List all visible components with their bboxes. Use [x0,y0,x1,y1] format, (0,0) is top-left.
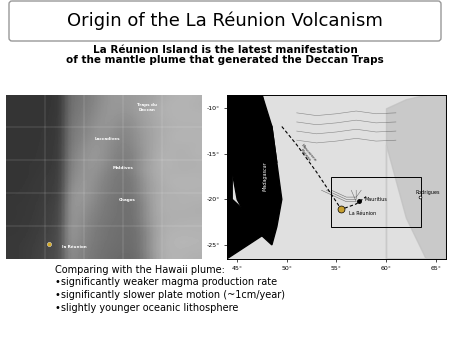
FancyBboxPatch shape [9,1,441,41]
Polygon shape [232,95,282,245]
Text: Origin of the La Réunion Volcanism: Origin of the La Réunion Volcanism [67,12,383,30]
Text: of the mantle plume that generated the Deccan Traps: of the mantle plume that generated the D… [66,55,384,65]
Text: Mascarene
Plateau: Mascarene Plateau [296,143,317,165]
Text: Madagascar: Madagascar [262,162,267,191]
Text: Traps du
Deccan: Traps du Deccan [137,103,157,112]
Text: •slightly younger oceanic lithosphere: •slightly younger oceanic lithosphere [55,303,239,313]
Polygon shape [227,95,277,259]
Text: Rodrigues: Rodrigues [416,190,440,195]
Bar [331,177,421,227]
Text: Comparing with the Hawaii plume:: Comparing with the Hawaii plume: [55,265,225,275]
Text: La Réunion: La Réunion [349,211,376,216]
Text: Mauritius: Mauritius [364,197,387,202]
Text: Maldives: Maldives [113,166,134,170]
Text: La Réunion Island is the latest manifestation: La Réunion Island is the latest manifest… [93,45,357,55]
Text: •significantly weaker magma production rate: •significantly weaker magma production r… [55,277,277,287]
Text: •significantly slower plate motion (~1cm/year): •significantly slower plate motion (~1cm… [55,290,285,300]
Text: Laccadives: Laccadives [95,137,121,141]
Text: Chagos: Chagos [119,197,135,201]
Text: la Réunion: la Réunion [62,245,87,249]
